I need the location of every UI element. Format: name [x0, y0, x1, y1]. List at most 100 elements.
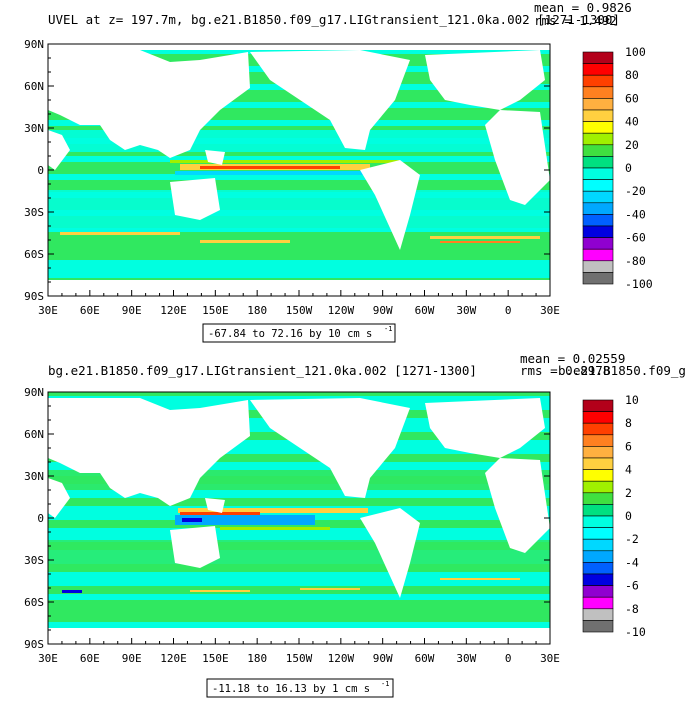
x-tick-label: 120W [328, 652, 355, 665]
panel-1: UVEL at z= 197.7m, bg.e21.B1850.f09_g17.… [24, 0, 653, 343]
colorbar-swatch [582, 515, 614, 528]
x-tick-label: 30W [456, 652, 476, 665]
x-tick-label: 30E [540, 304, 560, 317]
colorbar-swatch [582, 480, 614, 494]
panel-2-range-box [206, 678, 394, 698]
colorbar-swatch [582, 411, 614, 424]
colorbar-label: 2 [625, 486, 632, 500]
colorbar-label: -10 [625, 625, 646, 639]
panel-1-mean: mean = 0.9826 [534, 0, 632, 15]
colorbar-swatch [582, 225, 614, 238]
colorbar-swatch [582, 237, 614, 250]
colorbar-swatch [582, 457, 614, 470]
y-tick-label: 30S [24, 206, 44, 219]
colorbar-swatch [582, 504, 614, 517]
colorbar-swatch [582, 51, 614, 64]
x-tick-label: 30E [38, 652, 58, 665]
colorbar-label: -20 [625, 184, 646, 198]
y-tick-label: 60N [24, 428, 44, 441]
colorbar-label: -100 [625, 277, 653, 291]
colorbar-swatch [582, 399, 614, 412]
colorbar-swatch [582, 190, 614, 204]
colorbar-label: -6 [625, 579, 639, 593]
panel-2-colorbar: 10 8 6 4 2 0 -2 -4 -6 -8 -10 [582, 393, 646, 639]
y-tick-label: 60N [24, 80, 44, 93]
colorbar-swatch [582, 214, 614, 227]
colorbar-swatch [582, 527, 614, 540]
x-tick-label: 30W [456, 304, 476, 317]
colorbar-swatch [582, 156, 614, 169]
x-tick-label: 90W [373, 304, 393, 317]
x-tick-label: 90E [122, 304, 142, 317]
x-tick-label: 120W [328, 304, 355, 317]
panel-1-range-exp: -1 [384, 325, 392, 333]
panel-2-title: bg.e21.B1850.f09_g17.LIGtransient_121.0k… [48, 363, 477, 378]
panel-2-ticks: 30E 60E 90E 120E 150E 180 150W 120W 90W 60W 30W 0 30… [24, 386, 560, 665]
y-tick-label: 30N [24, 470, 44, 483]
x-tick-label: 180 [247, 304, 267, 317]
colorbar-swatch [582, 98, 614, 111]
x-tick-label: 60W [415, 304, 435, 317]
y-tick-label: 60S [24, 248, 44, 261]
panel-2-range-exp: -1 [381, 680, 389, 688]
colorbar-swatch [582, 422, 614, 436]
colorbar-swatch [582, 86, 614, 99]
colorbar-label: 8 [625, 416, 632, 430]
colorbar-swatch [582, 492, 614, 505]
panel-2: bg.e21.B1850.f09_g17.LIGtransient_121.0k… [24, 351, 686, 698]
x-tick-label: 120E [160, 652, 187, 665]
colorbar-label: 60 [625, 91, 639, 105]
x-tick-label: 150W [286, 652, 313, 665]
colorbar-swatch [582, 132, 614, 146]
y-tick-label: 30N [24, 122, 44, 135]
panel-2-land [48, 398, 550, 644]
panel-1-range-note: -67.84 to 72.16 by 10 cm s [208, 328, 372, 340]
colorbar-swatch [582, 248, 614, 262]
colorbar-label: 40 [625, 115, 639, 129]
x-tick-label: 120E [160, 304, 187, 317]
colorbar-swatch [582, 620, 614, 633]
colorbar-label: 0 [625, 161, 632, 175]
colorbar-swatch [582, 446, 614, 459]
colorbar-label: 80 [625, 68, 639, 82]
colorbar-label: -60 [625, 231, 646, 245]
colorbar-swatch [582, 167, 614, 180]
panel-1-map [48, 44, 550, 296]
colorbar-swatch [582, 585, 614, 598]
colorbar-label: -80 [625, 254, 646, 268]
x-tick-label: 30E [38, 304, 58, 317]
y-tick-label: 90S [24, 638, 44, 651]
x-tick-label: 30E [540, 652, 560, 665]
colorbar-swatch [582, 538, 614, 552]
y-tick-label: 0 [37, 512, 44, 525]
colorbar-swatch [582, 272, 614, 285]
panel-1-title: UVEL at z= 197.7m, bg.e21.B1850.f09_g17.… [48, 12, 620, 27]
colorbar-swatch [582, 74, 614, 88]
colorbar-swatch [582, 260, 614, 273]
colorbar-label: 20 [625, 138, 639, 152]
colorbar-label: 0 [625, 509, 632, 523]
x-tick-label: 90W [373, 652, 393, 665]
colorbar-swatch [582, 144, 614, 157]
panel-1-rms: rms = 1.492 [534, 13, 617, 28]
colorbar-label: -4 [625, 555, 639, 569]
panel-2-map [48, 392, 550, 644]
x-tick-label: 60E [80, 652, 100, 665]
colorbar-swatch [582, 179, 614, 192]
colorbar-label: -8 [625, 602, 639, 616]
colorbar-swatch [582, 596, 614, 610]
x-tick-label: 90E [122, 652, 142, 665]
colorbar-swatch [582, 469, 614, 482]
y-tick-label: 90S [24, 290, 44, 303]
y-tick-label: 30S [24, 554, 44, 567]
x-tick-label: 180 [247, 652, 267, 665]
colorbar-swatch [582, 550, 614, 563]
colorbar-swatch [582, 434, 614, 447]
colorbar-swatch [582, 63, 614, 76]
colorbar-label: 6 [625, 439, 632, 453]
colorbar-label: 10 [625, 393, 639, 407]
y-tick-label: 0 [37, 164, 44, 177]
colorbar-label: -2 [625, 532, 639, 546]
panel-2-range-note: -11.18 to 16.13 by 1 cm s [212, 683, 370, 695]
